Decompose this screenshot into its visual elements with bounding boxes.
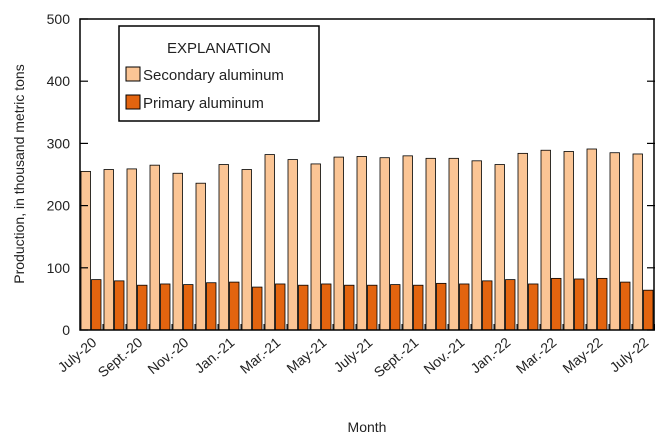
plot-frame xyxy=(79,18,655,331)
bar-primary xyxy=(252,286,263,331)
bar-primary xyxy=(137,284,148,331)
bar-primary xyxy=(597,277,608,331)
bar-primary xyxy=(160,283,171,331)
x-tick-label: Sept.-21 xyxy=(371,334,422,380)
bar-secondary xyxy=(517,152,528,331)
x-tick-label: Nov.-20 xyxy=(144,334,191,377)
bar-secondary xyxy=(103,169,114,331)
x-tick-label: Jan.-21 xyxy=(191,334,237,376)
y-tick-label: 0 xyxy=(62,322,70,338)
x-axis-title: Month xyxy=(348,419,387,435)
bar-secondary xyxy=(195,182,206,331)
bar-primary xyxy=(321,283,332,331)
x-tick-label: May-22 xyxy=(559,334,605,376)
bar-primary xyxy=(298,284,309,331)
legend-box xyxy=(118,25,320,122)
legend-swatch-primary xyxy=(125,94,141,110)
bar-secondary xyxy=(632,153,643,331)
bar-secondary xyxy=(126,168,137,331)
bar-primary xyxy=(620,281,631,331)
x-tick-label: May-21 xyxy=(283,334,329,376)
bar-primary xyxy=(206,282,217,331)
bar-secondary xyxy=(287,159,298,331)
legend-title: EXPLANATION xyxy=(167,40,271,57)
legend-swatch-secondary xyxy=(125,66,141,82)
y-tick-label: 500 xyxy=(47,11,71,27)
bar-primary xyxy=(367,284,378,331)
x-tick-label: Nov.-21 xyxy=(420,334,467,377)
bar-secondary xyxy=(356,156,367,331)
bar-secondary xyxy=(310,163,321,331)
y-tick-label: 100 xyxy=(47,260,71,276)
bar-primary xyxy=(436,282,447,331)
y-axis-title: Production, in thousand metric tons xyxy=(11,64,27,283)
x-tick-label: Jan.-22 xyxy=(467,334,513,376)
y-tick-label: 400 xyxy=(47,73,71,89)
bar-primary xyxy=(275,283,286,331)
bar-secondary xyxy=(172,172,183,331)
bar-secondary xyxy=(609,152,620,331)
bar-secondary xyxy=(149,164,160,331)
bar-secondary xyxy=(540,149,551,331)
bar-secondary xyxy=(586,148,597,331)
x-tick-label: July-20 xyxy=(55,334,100,375)
x-tick-label: Mar.-21 xyxy=(237,334,284,377)
x-tick-label: July-21 xyxy=(331,334,376,375)
bar-primary xyxy=(413,284,424,331)
bar-primary xyxy=(505,279,516,331)
bar-primary xyxy=(91,279,102,331)
bar-primary xyxy=(183,284,194,331)
bar-primary xyxy=(459,283,470,331)
legend: EXPLANATION Secondary aluminum Primary a… xyxy=(118,25,320,122)
bar-primary xyxy=(551,277,562,331)
bar-secondary xyxy=(563,151,574,331)
bar-primary xyxy=(574,278,585,331)
bar-primary xyxy=(482,280,493,331)
bar-secondary xyxy=(425,157,436,331)
bar-primary xyxy=(390,284,401,331)
bar-primary xyxy=(114,280,125,331)
bar-secondary xyxy=(471,160,482,331)
bar-primary xyxy=(643,289,654,331)
bar-primary xyxy=(528,283,539,331)
x-tick-label: July-22 xyxy=(607,334,652,375)
bar-secondary xyxy=(333,156,344,331)
y-tick-label: 300 xyxy=(47,135,71,151)
bar-secondary xyxy=(379,157,390,331)
x-tick-label: Mar.-22 xyxy=(513,334,560,377)
bar-secondary xyxy=(402,155,413,331)
legend-label-primary: Primary aluminum xyxy=(143,95,264,112)
bar-primary xyxy=(344,284,355,331)
bar-secondary xyxy=(448,157,459,331)
bar-secondary xyxy=(80,170,91,331)
bar-primary xyxy=(229,281,240,331)
bar-secondary xyxy=(241,169,252,331)
y-tick-label: 200 xyxy=(47,198,71,214)
bar-secondary xyxy=(494,164,505,331)
bar-secondary xyxy=(218,164,229,331)
x-tick-label: Sept.-20 xyxy=(95,334,146,380)
bar-secondary xyxy=(264,154,275,331)
legend-label-secondary: Secondary aluminum xyxy=(143,67,284,84)
